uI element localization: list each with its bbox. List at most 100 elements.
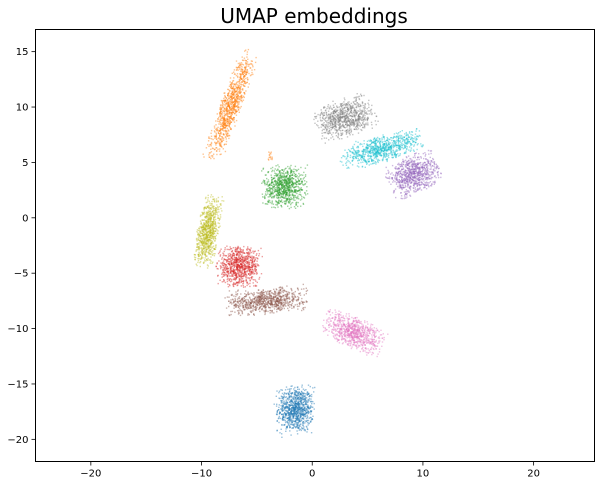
scatter-point [397,171,399,174]
scatter-point [279,412,281,414]
scatter-point [277,186,279,188]
scatter-point [291,294,293,296]
scatter-point [292,402,295,404]
scatter-point [282,417,284,419]
scatter-point [298,406,300,408]
scatter-point [249,256,251,259]
scatter-point [293,426,295,428]
scatter-point [407,164,410,167]
scatter-point [228,98,230,100]
scatter-point [237,76,239,79]
scatter-point [269,196,271,198]
scatter-point [262,167,265,169]
scatter-point [233,88,236,91]
scatter-point [237,304,239,307]
scatter-point [416,185,418,187]
scatter-point [280,404,282,407]
scatter-point [231,108,233,110]
scatter-point [262,202,264,204]
scatter-point [211,156,214,158]
scatter-point [417,156,419,158]
scatter-point [214,141,216,143]
scatter-point [407,167,409,170]
scatter-point [299,418,301,420]
scatter-point [305,413,307,415]
scatter-point [264,312,266,314]
scatter-point [409,173,411,175]
scatter-point [222,124,225,126]
scatter-point [224,105,226,107]
scatter-point [224,96,226,98]
scatter-point [255,265,257,268]
scatter-point [229,265,232,267]
scatter-point [290,418,292,420]
scatter-point [283,297,285,299]
scatter-point [266,183,268,186]
scatter-point [245,262,248,265]
scatter-point [297,400,300,403]
scatter-point [283,186,285,188]
scatter-point [291,414,294,417]
scatter-point [234,283,237,286]
scatter-point [427,161,430,163]
scatter-point [294,393,296,396]
scatter-point [414,180,417,183]
scatter-point [219,108,221,110]
scatter-point [220,107,222,109]
scatter-point [232,262,235,265]
scatter-point [269,156,271,158]
scatter-point [242,257,245,259]
scatter-point [408,174,410,176]
scatter-point [416,176,418,178]
scatter-point [231,101,233,104]
scatter-point [409,187,411,189]
scatter-point [422,167,424,169]
scatter-point [242,252,244,254]
scatter-point [227,104,230,106]
scatter-point [306,391,308,394]
scatter-point [254,259,257,261]
scatter-point [229,256,232,258]
scatter-point [288,405,291,407]
scatter-point [432,181,434,183]
scatter-point [274,301,276,304]
scatter-point [269,290,271,292]
scatter-point [272,186,274,189]
scatter-point [291,424,294,426]
scatter-point [280,195,282,198]
scatter-point [271,157,273,159]
scatter-point [224,127,226,129]
scatter-point [301,297,303,300]
scatter-point [233,101,235,103]
scatter-point [215,136,217,138]
scatter-point [252,250,254,252]
scatter-point [281,181,283,183]
scatter-point [235,253,237,256]
scatter-point [305,393,307,395]
scatter-point [287,182,289,185]
scatter-point [425,184,428,187]
scatter-point [297,403,299,405]
scatter-point [238,270,240,272]
scatter-point [297,418,299,420]
scatter-point [287,196,289,198]
scatter-point [295,406,297,408]
scatter-point [291,198,293,200]
scatter-point [232,258,235,261]
scatter-point [250,62,252,65]
scatter-point [278,184,280,186]
scatter-point [413,168,416,170]
scatter-point [291,186,293,188]
scatter-point [237,247,239,249]
scatter-point [237,302,239,304]
scatter-point [437,173,439,175]
scatter-point [227,268,230,270]
scatter-point [296,394,298,396]
scatter-point [295,397,297,399]
scatter-point [284,420,287,422]
scatter-point [426,165,428,168]
scatter-point [305,420,307,422]
scatter-point [273,185,275,187]
scatter-point [305,410,307,413]
scatter-point [235,276,237,278]
